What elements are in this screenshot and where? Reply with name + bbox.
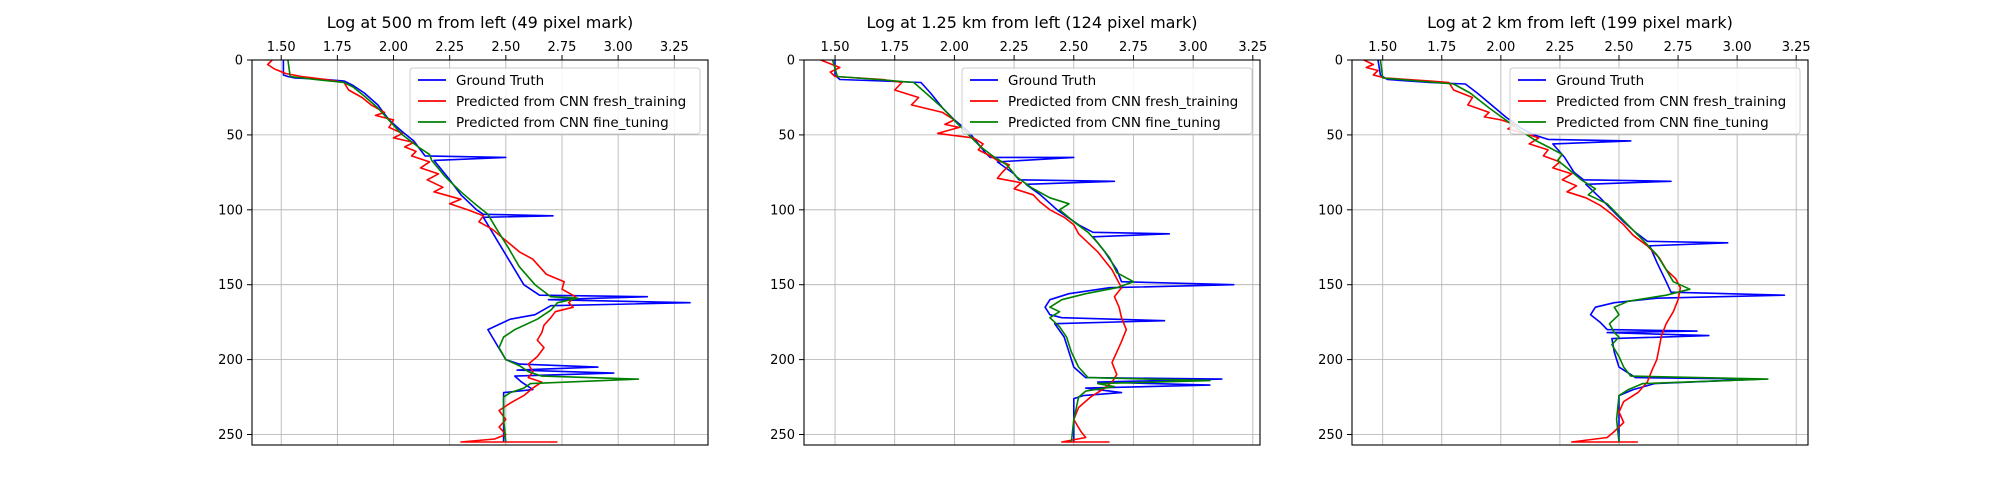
y-tick-label: 0 — [1335, 54, 1343, 69]
y-tick-label: 100 — [1318, 203, 1343, 218]
y-tick-label: 0 — [787, 54, 795, 69]
series-line-fresh-training — [266, 59, 577, 443]
panel-1-title: Log at 500 m from left (49 pixel mark) — [327, 13, 634, 32]
legend-label-fine-tuning: Predicted from CNN fine_tuning — [456, 115, 669, 131]
legend-label-fine-tuning: Predicted from CNN fine_tuning — [1008, 115, 1221, 131]
x-tick-label: 1.50 — [1368, 40, 1397, 55]
x-tick-label: 1.75 — [880, 40, 909, 55]
x-tick-label: 1.50 — [821, 40, 850, 55]
x-tick-label: 2.25 — [435, 40, 464, 55]
x-tick-label: 2.25 — [1000, 40, 1029, 55]
legend-label-fresh-training: Predicted from CNN fresh_training — [456, 94, 686, 110]
x-tick-label: 2.25 — [1545, 40, 1574, 55]
legend-label-fresh-training: Predicted from CNN fresh_training — [1008, 94, 1238, 110]
legend-label-ground-truth: Ground Truth — [456, 73, 544, 89]
y-tick-label: 150 — [770, 278, 795, 293]
y-tick-label: 50 — [1326, 128, 1343, 143]
legend-box — [961, 67, 1253, 135]
x-tick-label: 3.00 — [1723, 40, 1752, 55]
y-tick-label: 100 — [218, 203, 243, 218]
series-line-fine-tuning — [287, 59, 640, 443]
panel-2-legend: Ground Truth Predicted from CNN fresh_tr… — [961, 67, 1253, 135]
x-tick-label: 2.00 — [1486, 40, 1515, 55]
y-tick-label: 100 — [770, 203, 795, 218]
legend-label-fresh-training: Predicted from CNN fresh_training — [1556, 94, 1786, 110]
panel-1-ticks: 1.50 1.75 2.00 2.25 2.50 2.75 3.00 3.25 0 50 100 15… — [218, 40, 689, 443]
panel-2-frame — [803, 59, 1261, 446]
legend-label-ground-truth: Ground Truth — [1556, 73, 1644, 89]
y-tick-label: 200 — [218, 353, 243, 368]
panel-3-ticks: 1.50 1.75 2.00 2.25 2.50 2.75 3.00 3.25 0 50 100 15… — [1318, 40, 1810, 443]
x-tick-label: 3.25 — [1238, 40, 1267, 55]
x-tick-label: 2.75 — [1119, 40, 1148, 55]
panel-1-legend: Ground Truth Predicted from CNN fresh_tr… — [409, 67, 701, 135]
series-line-ground-truth — [282, 60, 691, 442]
y-tick-label: 200 — [770, 353, 795, 368]
y-tick-label: 50 — [226, 128, 243, 143]
y-tick-label: 250 — [1318, 428, 1343, 443]
legend-box — [409, 67, 701, 135]
legend-label-ground-truth: Ground Truth — [1008, 73, 1096, 89]
y-tick-label: 150 — [218, 278, 243, 293]
x-tick-label: 3.00 — [1179, 40, 1208, 55]
panel-2-ticks: 1.50 1.75 2.00 2.25 2.50 2.75 3.00 3.25 0 50 100 15… — [770, 40, 1267, 443]
series-line-fresh-training — [820, 59, 1128, 443]
panel-1-frame — [251, 59, 709, 446]
panel-2-title: Log at 1.25 km from left (124 pixel mark… — [866, 13, 1197, 32]
x-tick-label: 2.00 — [940, 40, 969, 55]
x-tick-label: 2.50 — [1059, 40, 1088, 55]
panel-1: 1.50 1.75 2.00 2.25 2.50 2.75 3.00 3.25 0 50 100 15… — [218, 13, 709, 446]
x-tick-label: 2.50 — [1605, 40, 1634, 55]
x-tick-label: 1.75 — [323, 40, 352, 55]
y-tick-label: 250 — [770, 428, 795, 443]
panel-3-frame — [1351, 59, 1809, 446]
y-tick-label: 0 — [235, 54, 243, 69]
x-tick-label: 3.25 — [660, 40, 689, 55]
panel-3-title: Log at 2 km from left (199 pixel mark) — [1427, 13, 1733, 32]
panel-1-lines — [266, 59, 691, 443]
x-tick-label: 3.25 — [1782, 40, 1811, 55]
x-tick-label: 2.00 — [379, 40, 408, 55]
series-line-fresh-training — [1363, 59, 1682, 443]
x-tick-label: 1.75 — [1427, 40, 1456, 55]
legend-label-fine-tuning: Predicted from CNN fine_tuning — [1556, 115, 1769, 131]
panel-3: 1.50 1.75 2.00 2.25 2.50 2.75 3.00 3.25 0 50 100 15… — [1318, 13, 1811, 446]
y-tick-label: 50 — [778, 128, 795, 143]
panel-2: 1.50 1.75 2.00 2.25 2.50 2.75 3.00 3.25 0 50 100 15… — [770, 13, 1267, 446]
y-tick-label: 250 — [218, 428, 243, 443]
y-tick-label: 150 — [1318, 278, 1343, 293]
x-tick-label: 3.00 — [604, 40, 633, 55]
legend-box — [1509, 67, 1801, 135]
x-tick-label: 2.50 — [491, 40, 520, 55]
panel-3-legend: Ground Truth Predicted from CNN fresh_tr… — [1509, 67, 1801, 135]
x-tick-label: 2.75 — [548, 40, 577, 55]
y-tick-label: 200 — [1318, 353, 1343, 368]
x-tick-label: 2.75 — [1664, 40, 1693, 55]
x-tick-label: 1.50 — [267, 40, 296, 55]
